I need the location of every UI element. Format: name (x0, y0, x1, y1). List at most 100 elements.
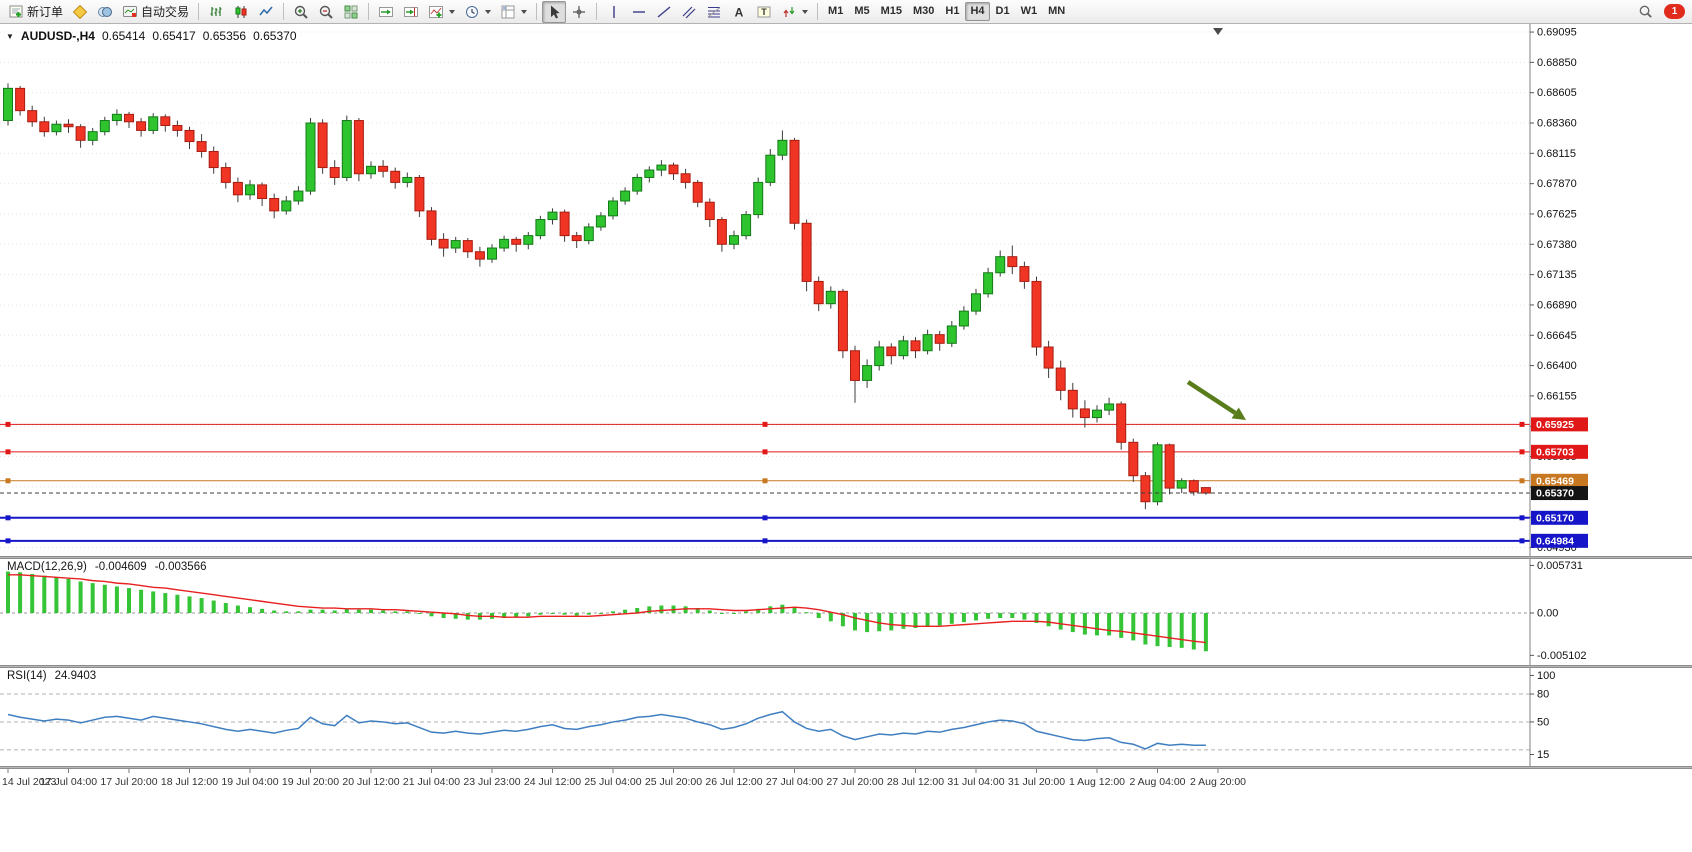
zoom-out-button[interactable] (314, 1, 338, 23)
hline-handle[interactable] (1519, 478, 1525, 484)
channel-button[interactable] (677, 1, 701, 23)
hline-handle[interactable] (5, 449, 11, 455)
trendline-button[interactable] (652, 1, 676, 23)
hline-handle[interactable] (762, 449, 768, 455)
line-chart-button[interactable] (254, 1, 278, 23)
timeframe-button-m30[interactable]: M30 (913, 5, 935, 17)
svg-text:T: T (761, 7, 767, 17)
fibonacci-button[interactable] (702, 1, 726, 23)
notification-badge[interactable]: 1 (1664, 4, 1685, 19)
cursor-icon (551, 5, 560, 18)
vertical-line-button[interactable] (602, 1, 626, 23)
time-tick-label: 23 Jul 23:00 (463, 776, 520, 788)
toolbar-right-group: 1 (1634, 1, 1688, 23)
new-order-icon (9, 5, 23, 17)
terminal-button[interactable] (93, 1, 117, 23)
time-tick-label: 25 Jul 04:00 (584, 776, 641, 788)
macd-label: MACD(12,26,9) -0.004609 -0.003566 (7, 561, 206, 573)
arrows-icon (783, 6, 795, 17)
tile-windows-button[interactable] (339, 1, 363, 23)
toolbar-separator (198, 3, 200, 20)
autotrading-button-label: 自动交易 (141, 5, 190, 19)
templates-button[interactable] (496, 1, 531, 23)
zoom-in-button[interactable] (289, 1, 313, 23)
hline-handle[interactable] (1519, 449, 1525, 455)
hline-handle[interactable] (762, 421, 768, 427)
hline-handle[interactable] (5, 421, 11, 427)
cursor-button[interactable] (542, 0, 567, 23)
horizontal-line-button[interactable] (627, 1, 651, 23)
new-order-button[interactable]: 新订单 (4, 1, 67, 23)
timeframe-button-m1[interactable]: M1 (828, 5, 844, 17)
chart-shift-button[interactable] (399, 1, 423, 23)
price-tick-label: 0.68115 (1537, 148, 1576, 160)
macd-panel[interactable]: 0.005731 0.00 -0.005102 (0, 559, 1692, 665)
hline-handle[interactable] (1519, 421, 1525, 427)
timeframe-button-m5[interactable]: M5 (854, 5, 870, 17)
ohlc-low: 0.65356 (202, 29, 247, 43)
panel-splitter-rsi[interactable] (0, 665, 1692, 668)
rsi-scale-label: 80 (1537, 689, 1549, 701)
autotrading-button[interactable]: 自动交易 (118, 1, 193, 23)
chart-window: 0.69095 0.68850 0.68605 0.68360 0.68115 0.678… (0, 24, 1692, 852)
chart-dropdown-icon[interactable]: ▼ (6, 32, 14, 41)
clock-icon (466, 5, 479, 18)
price-tick-label: 0.68360 (1537, 118, 1577, 130)
price-tick-label: 0.67135 (1537, 269, 1577, 281)
hline-handle[interactable] (1519, 538, 1525, 544)
macd-signal-line (8, 574, 1206, 644)
line-chart-icon (259, 6, 273, 15)
text-button[interactable]: A (727, 1, 751, 23)
hline-handle[interactable] (1519, 515, 1525, 521)
hline-handle[interactable] (762, 515, 768, 521)
arrows-button[interactable] (777, 1, 812, 23)
text-label-button[interactable]: T (752, 1, 776, 23)
metaeditor-button[interactable] (68, 1, 92, 23)
timeframe-button-h1[interactable]: H1 (945, 5, 960, 17)
candlestick-button[interactable] (229, 1, 253, 23)
timeframe-button-h4[interactable]: H4 (965, 2, 990, 21)
hline-handle[interactable] (5, 478, 11, 484)
timeframe-button-d1[interactable]: D1 (995, 5, 1010, 17)
chart-shift-marker[interactable] (1213, 28, 1223, 35)
svg-text:0.65703: 0.65703 (1536, 446, 1574, 458)
auto-scroll-button[interactable] (374, 1, 398, 23)
hline-handle[interactable] (5, 538, 11, 544)
rsi-line (7, 710, 1206, 750)
hline-handle[interactable] (5, 515, 11, 521)
price-tick-label: 0.67380 (1537, 239, 1577, 251)
arrow-annotation[interactable] (1186, 380, 1246, 420)
time-tick-label: 19 Jul 20:00 (282, 776, 339, 788)
panel-splitter-time[interactable] (0, 766, 1692, 769)
crosshair-button[interactable] (567, 1, 591, 23)
metaeditor-icon (72, 4, 88, 19)
bar-chart-button[interactable] (204, 1, 228, 23)
time-tick-label: 1 Aug 12:00 (1069, 776, 1125, 788)
panel-splitter-macd[interactable] (0, 556, 1692, 559)
timeframe-button-w1[interactable]: W1 (1020, 5, 1038, 17)
price-chart[interactable]: 0.69095 0.68850 0.68605 0.68360 0.68115 0.678… (0, 24, 1692, 556)
periods-button[interactable] (460, 1, 495, 23)
hline-price-badge (1531, 417, 1588, 432)
macd-scale-label: 0.00 (1537, 608, 1558, 620)
vertical-line-icon (613, 5, 615, 18)
svg-text:0.64984: 0.64984 (1536, 535, 1574, 547)
hline-handle[interactable] (762, 478, 768, 484)
time-tick-label: 18 Jul 12:00 (161, 776, 218, 788)
timeframe-button-m15[interactable]: M15 (880, 5, 902, 17)
time-tick-label: 2 Aug 04:00 (1129, 776, 1185, 788)
macd-value: -0.004609 (94, 561, 147, 573)
search-button[interactable] (1634, 1, 1657, 23)
price-tick-label: 0.66645 (1537, 330, 1577, 342)
hline-handle[interactable] (762, 538, 768, 544)
indicators-button[interactable] (424, 1, 459, 23)
time-tick-label: 24 Jul 12:00 (524, 776, 581, 788)
rsi-label: RSI(14) 24.9403 (7, 670, 96, 682)
chevron-down-icon (802, 9, 809, 14)
time-tick-label: 28 Jul 12:00 (887, 776, 944, 788)
hline-price-badge (1531, 444, 1588, 459)
rsi-panel[interactable]: 100 80 50 15 (0, 668, 1692, 766)
timeframe-button-mn[interactable]: MN (1048, 5, 1066, 17)
search-icon (1639, 5, 1652, 18)
